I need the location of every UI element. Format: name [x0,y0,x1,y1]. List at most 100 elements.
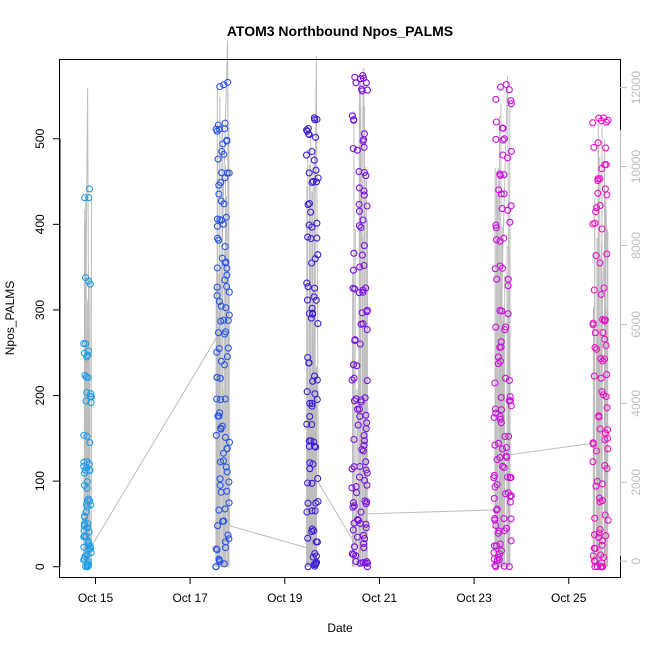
data-point [86,392,95,400]
data-point [500,515,508,523]
data-point [497,393,505,402]
data-point [596,259,604,267]
data-point [220,361,229,369]
data-point [361,559,369,567]
data-point [213,373,221,381]
y2-tick-label: 8000 [629,232,643,259]
data-point [592,208,600,216]
y2-tick-label: 12000 [629,71,643,105]
data-point [500,135,508,143]
data-point [358,87,366,95]
data-point [598,165,606,173]
data-point [502,490,510,498]
data-point [311,390,319,398]
data-point [361,535,369,543]
data-point [359,137,367,145]
data-point [598,541,606,549]
data-point [602,341,610,350]
data-point [217,302,225,310]
data-point [350,249,358,257]
data-point [506,474,514,482]
data-point [216,396,225,404]
data-point [589,458,597,466]
altitude-line [83,40,609,556]
data-point [84,520,92,528]
data-point [598,480,606,488]
data-point [306,412,314,421]
data-point [507,402,515,410]
data-point [213,222,221,230]
data-point [603,250,611,258]
y2-tick-label: 4000 [629,390,643,417]
data-point [601,335,609,343]
data-point [363,481,371,489]
data-point [352,395,360,403]
data-point [219,457,228,465]
data-point [213,215,221,223]
data-point [225,478,233,486]
y-tick-label: 0 [33,563,47,570]
data-point [305,199,314,208]
data-point [310,438,318,446]
data-point [491,379,499,387]
data-point [505,432,513,440]
data-point [221,433,229,441]
data-point [498,307,506,315]
data-point [348,550,356,558]
data-point [304,479,312,487]
data-point [225,288,233,296]
data-point [591,329,599,337]
data-point [85,185,94,193]
data-point [493,556,501,564]
data-point [501,374,510,382]
data-point [602,392,610,401]
data-point [498,205,506,213]
data-point [352,483,360,491]
data-point [215,190,223,198]
data-point [494,353,502,361]
data-point [350,543,359,551]
data-point [505,376,513,384]
data-point [363,558,371,566]
y-tick-label: 200 [33,385,47,405]
points-layer [80,72,612,571]
data-point [603,371,611,379]
data-point [304,534,312,542]
data-point [360,437,368,445]
data-point [308,147,316,156]
data-point [304,233,312,241]
y2-tick-label: 10000 [629,150,643,184]
data-point [223,445,231,453]
data-point [303,420,311,428]
data-point [216,409,224,417]
data-point [356,340,364,348]
data-point [598,388,606,396]
data-point [313,376,321,384]
data-point [505,563,513,571]
data-point [214,155,222,163]
data-point [502,524,511,532]
data-point [222,304,230,312]
data-point [359,447,367,455]
data-point [349,503,357,511]
data-point [225,438,234,446]
data-point [358,251,366,259]
data-point [312,133,320,141]
data-point [80,458,88,466]
data-point [81,520,89,528]
data-point [589,552,597,560]
data-point [507,202,515,210]
data-point [354,421,362,429]
data-point [349,526,357,534]
data-point [351,285,359,293]
data-point [363,563,371,571]
data-point [363,202,371,210]
data-point [219,220,227,228]
data-point [304,124,312,132]
data-point [85,528,93,536]
data-point [223,271,231,279]
x-axis: Oct 15 Oct 17 Oct 19 Oct 21 Oct 23 Oct 25 [78,577,587,605]
data-point [603,464,611,473]
data-point [494,439,503,447]
data-point [311,549,319,558]
